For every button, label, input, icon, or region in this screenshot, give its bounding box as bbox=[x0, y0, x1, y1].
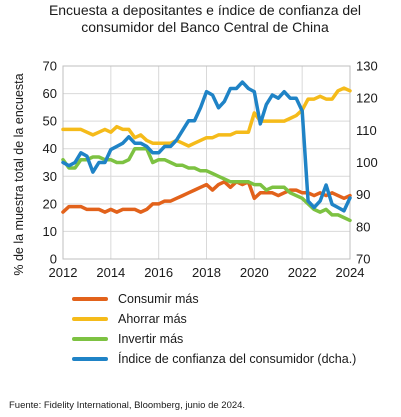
y-right-tick-label-0: 70 bbox=[356, 252, 370, 267]
chart-title: Encuesta a depositantes e índice de conf… bbox=[48, 2, 362, 35]
y-left-tick-label-0: 0 bbox=[50, 252, 57, 267]
y-left-tick-label-5: 50 bbox=[43, 114, 57, 129]
x-tick-label-0: 2012 bbox=[49, 265, 78, 280]
legend-swatch-confianza bbox=[72, 357, 108, 361]
y-right-tick-label-2: 90 bbox=[356, 187, 370, 202]
legend-swatch-ahorrar bbox=[72, 317, 108, 321]
legend-label-confianza: Índice de confianza del consumidor (dcha… bbox=[118, 352, 357, 366]
legend-item-invertir: Invertir más bbox=[72, 329, 356, 349]
y-left-tick-label-4: 40 bbox=[43, 141, 57, 156]
legend-item-confianza: Índice de confianza del consumidor (dcha… bbox=[72, 349, 356, 369]
y-left-tick-label-3: 30 bbox=[43, 169, 57, 184]
legend-label-invertir: Invertir más bbox=[118, 332, 184, 346]
y-left-tick-label-7: 70 bbox=[43, 59, 57, 74]
legend-label-ahorrar: Ahorrar más bbox=[118, 312, 187, 326]
legend-swatch-invertir bbox=[72, 337, 108, 341]
series-line-0 bbox=[61, 180, 352, 214]
x-tick-label-1: 2014 bbox=[96, 265, 125, 280]
x-tick-label-2: 2016 bbox=[144, 265, 173, 280]
y-right-tick-label-1: 80 bbox=[356, 219, 370, 234]
legend-swatch-consumir bbox=[72, 297, 108, 301]
series-line-3 bbox=[61, 80, 352, 213]
legend-label-consumir: Consumir más bbox=[118, 292, 199, 306]
y-left-tick-label-2: 20 bbox=[43, 196, 57, 211]
x-tick-label-6: 2024 bbox=[336, 265, 365, 280]
legend-item-consumir: Consumir más bbox=[72, 289, 356, 309]
y-right-tick-label-5: 120 bbox=[356, 91, 378, 106]
source-note: Fuente: Fidelity International, Bloomber… bbox=[9, 400, 246, 411]
y-right-tick-label-4: 110 bbox=[356, 123, 377, 138]
y-right-tick-label-3: 100 bbox=[356, 155, 378, 170]
series-line-2 bbox=[61, 146, 352, 223]
x-tick-label-3: 2018 bbox=[192, 265, 221, 280]
y-right-tick-label-6: 130 bbox=[356, 59, 378, 74]
y-left-tick-label-1: 10 bbox=[43, 224, 57, 239]
chart-legend: Consumir más Ahorrar más Invertir más Ín… bbox=[72, 289, 356, 369]
legend-item-ahorrar: Ahorrar más bbox=[72, 309, 356, 329]
x-tick-label-5: 2022 bbox=[288, 265, 317, 280]
y-left-tick-label-6: 60 bbox=[43, 86, 57, 101]
y-axis-label: % de la muestra total de la encuesta bbox=[12, 73, 26, 275]
x-tick-label-4: 2020 bbox=[240, 265, 269, 280]
